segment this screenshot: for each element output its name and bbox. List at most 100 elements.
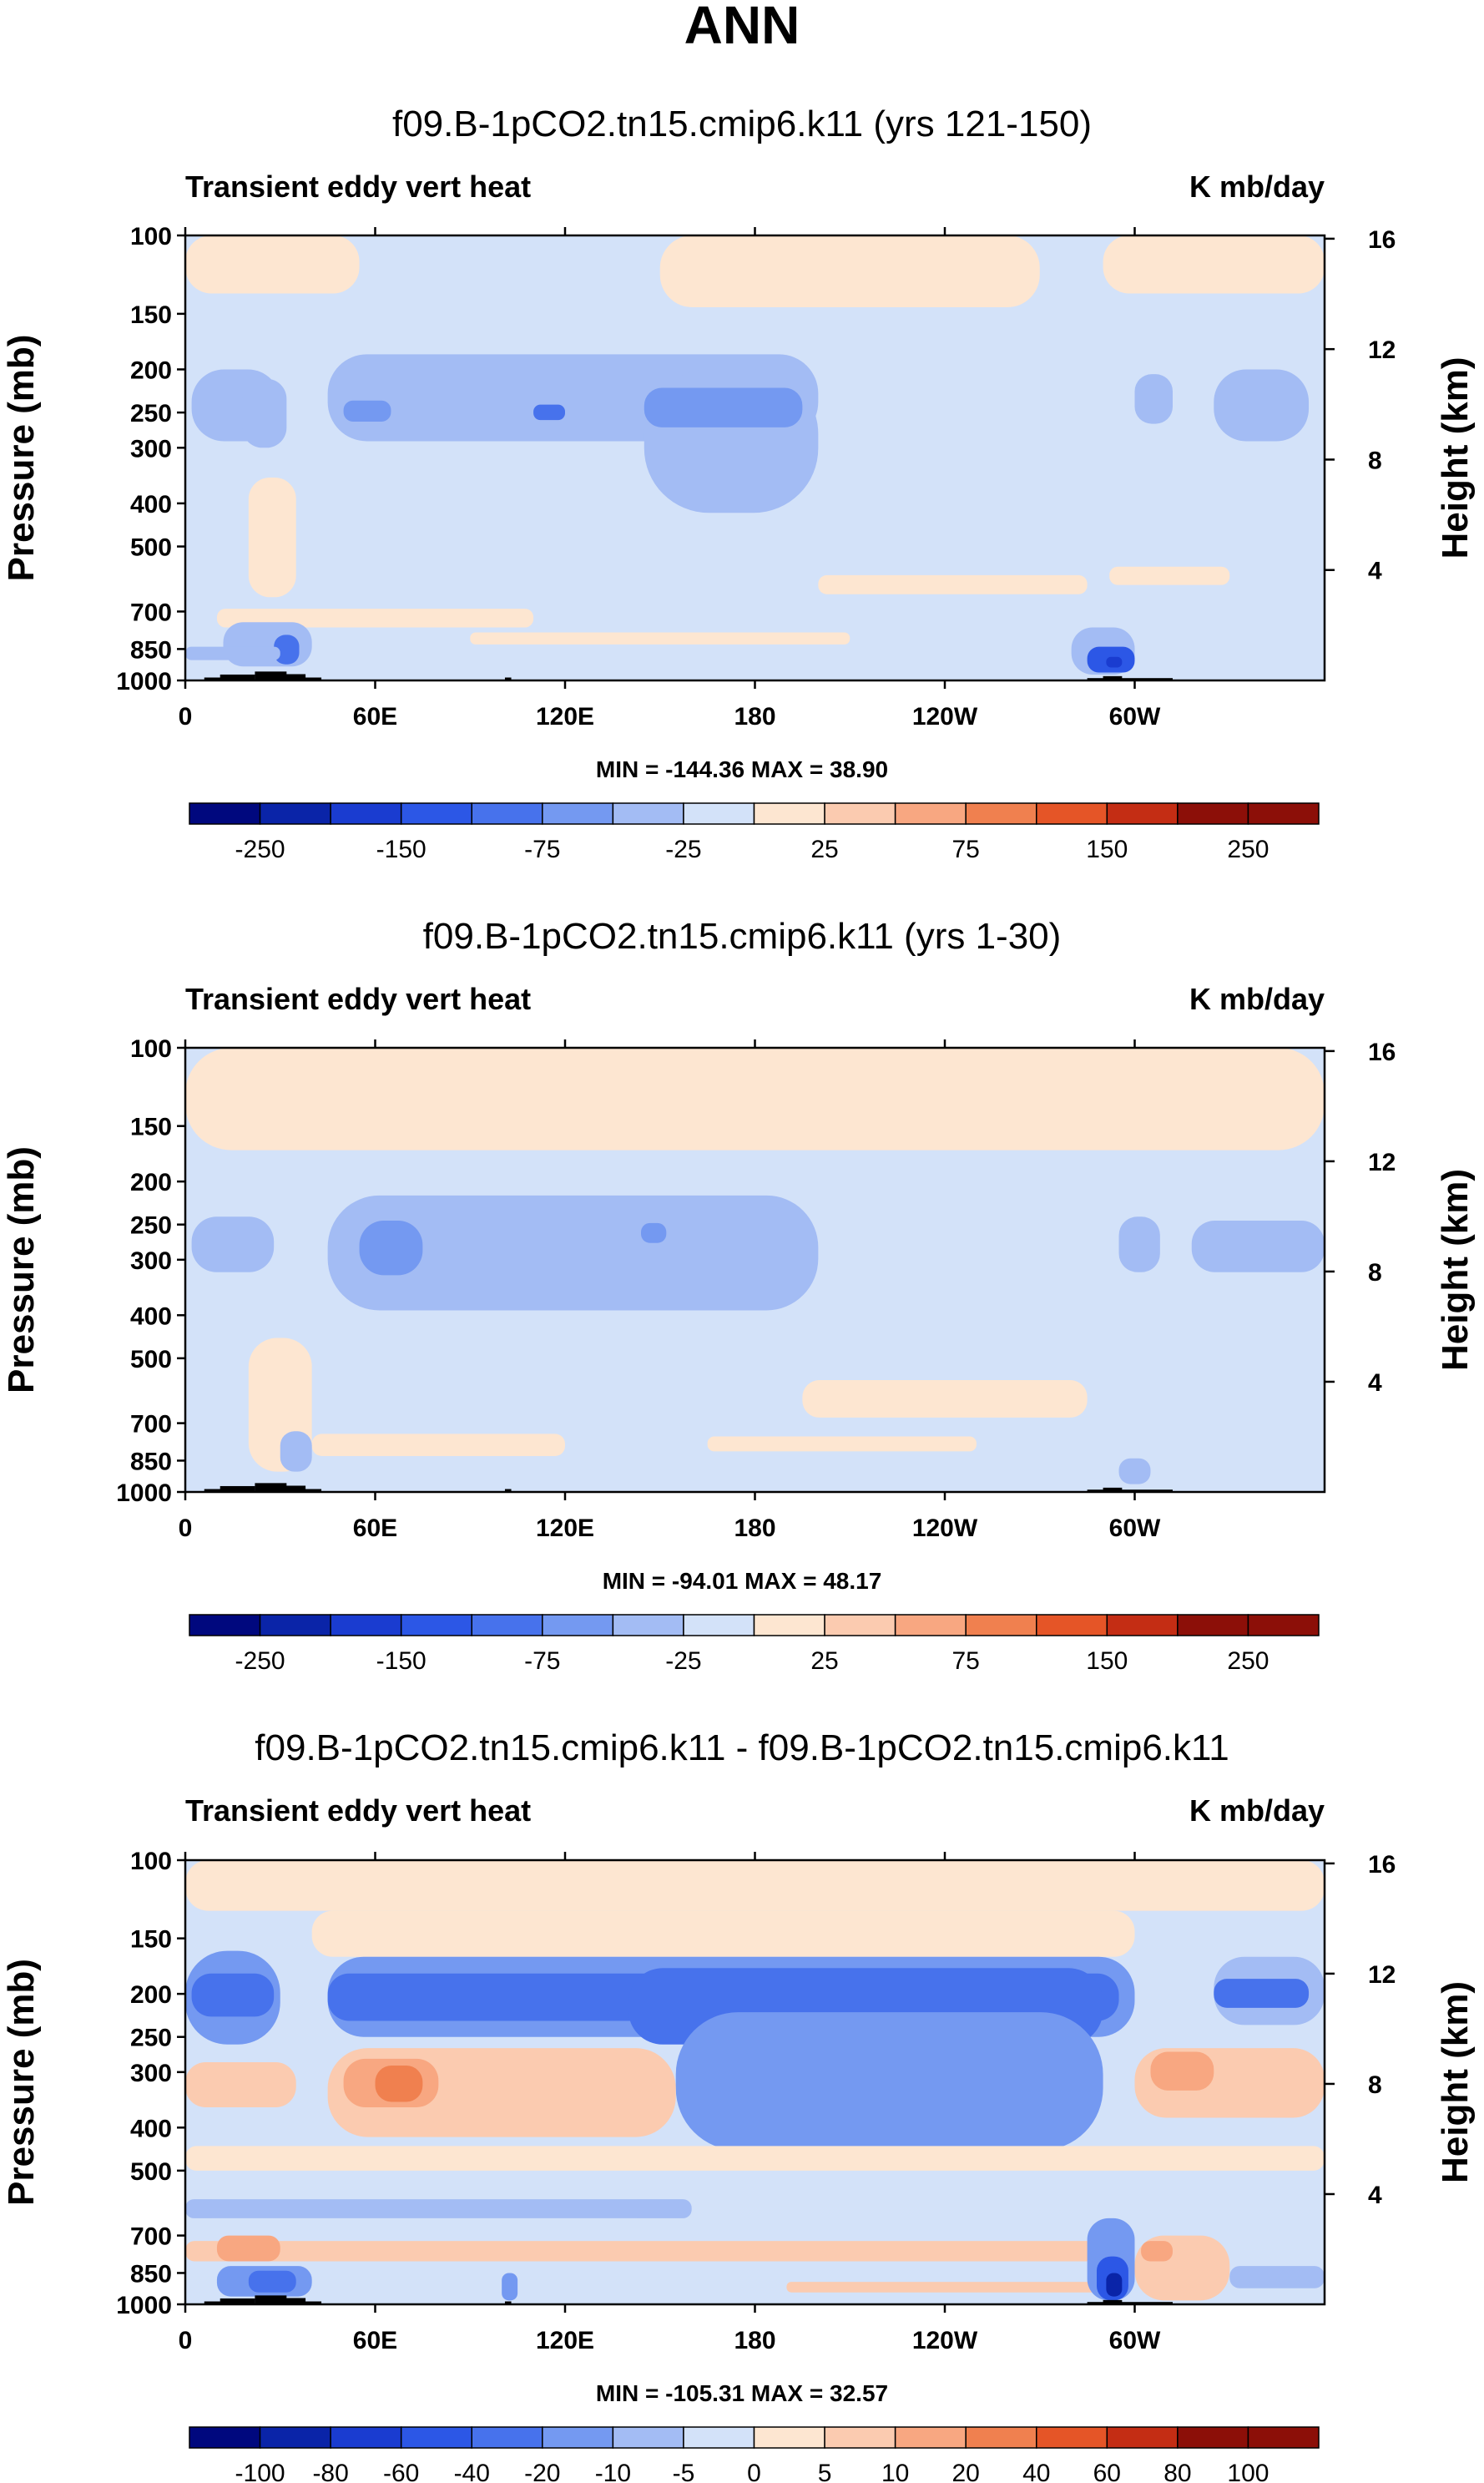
colorbar-label: 250 [1227,836,1269,863]
colorbar-swatch [965,802,1037,825]
colorbar-label: 75 [952,836,980,863]
colorbar-label: -10 [595,2460,631,2483]
colorbar-label: -150 [376,836,427,863]
colorbar-swatch [965,1614,1037,1636]
colorbar-swatch [683,1614,755,1636]
x-tick-label: 180 [734,1515,775,1542]
x-tick-label: 0 [179,1515,193,1542]
colorbar-swatch [330,802,402,825]
topography-mask [204,677,233,680]
colorbar-label: -250 [235,836,285,863]
contour-region [641,1222,667,1243]
y-tick-label: 300 [130,1247,172,1275]
x-tick-label: 60W [1109,703,1161,731]
x-tick-label: 60W [1109,2327,1161,2354]
y-axis-title: Pressure (mb) [1,1959,42,2206]
topography-mask [1103,1487,1123,1492]
y2-tick-label: 8 [1368,1259,1382,1287]
colorbar-swatch [824,802,896,825]
y2-tick-label: 4 [1368,2182,1382,2209]
topography-mask [220,1485,255,1492]
colorbar-swatch [1036,1614,1108,1636]
colorbar-swatch [259,802,331,825]
colorbar-swatch [259,1614,331,1636]
contour-region [1141,2241,1173,2262]
y2-tick-label: 16 [1368,1039,1396,1066]
contour-region [802,1380,1088,1418]
colorbar-swatch [189,1614,261,1636]
contour-region [185,2146,1325,2171]
topography-mask [255,671,287,680]
contour-region [185,1048,1325,1150]
panel-2: f09.B-1pCO2.tn15.cmip6.k11 (yrs 1-30) Tr… [1,916,1476,1675]
contour-region [327,1195,819,1311]
y-tick-label: 200 [130,1981,172,2009]
colorbar-label: -5 [673,2460,695,2483]
contour-region [1191,1221,1325,1272]
contour-region [707,1436,977,1452]
x-tick-label: 180 [734,2327,775,2354]
colorbar-swatch [471,2426,543,2449]
colorbar-swatch [1177,1614,1249,1636]
colorbar-label: -250 [235,1647,285,1675]
y-tick-label: 700 [130,1411,172,1439]
y-tick-label: 250 [130,400,172,427]
panel-3-plot: 0 60E 120E 180 120W 60W 100 150 200 250 300 400 500 7… [1,1848,1476,2354]
colorbar-swatch [683,802,755,825]
topography-mask [204,2301,233,2304]
colorbar-label: -150 [376,1647,427,1675]
colorbar-swatch [471,1614,543,1636]
topography-mask [274,2298,306,2304]
y2-axis-title: Height (km) [1435,357,1476,559]
y-tick-label: 850 [130,636,172,664]
contour-region [1103,235,1325,294]
y-tick-label: 100 [130,223,172,250]
y2-tick-label: 12 [1368,336,1396,364]
contour-region [1229,2266,1325,2288]
y2-tick-label: 16 [1368,1851,1396,1879]
y-tick-label: 300 [130,435,172,463]
y2-tick-label: 12 [1368,1149,1396,1176]
colorbar-swatch [965,2426,1037,2449]
colorbar-swatch [1036,802,1108,825]
contour-region [1106,2273,1123,2297]
x-tick-label: 0 [179,2327,193,2354]
panel-1: f09.B-1pCO2.tn15.cmip6.k11 (yrs 121-150)… [1,104,1476,863]
colorbar-swatch [1177,2426,1249,2449]
contour-region [1214,369,1310,442]
colorbar-swatch [1177,802,1249,825]
y-tick-label: 500 [130,1346,172,1373]
topography-mask [204,1489,233,1492]
panel-3-left-label: Transient eddy vert heat [185,1793,531,1828]
contour-region [470,632,851,645]
colorbar-label: -75 [524,836,560,863]
colorbar-swatch [542,802,614,825]
colorbar-swatch [1247,1614,1320,1636]
colorbar-label: -60 [383,2460,419,2483]
y-tick-label: 250 [130,1212,172,1240]
colorbar-label: 0 [747,2460,761,2483]
panel-2-stats: MIN = -94.01 MAX = 48.17 [603,1568,882,1594]
contour-region [502,2273,518,2301]
colorbar-swatch [612,1614,684,1636]
y-tick-label: 100 [130,1035,172,1063]
y-tick-label: 700 [130,599,172,626]
y-tick-label: 400 [130,1302,172,1330]
colorbar-label: -25 [665,1647,701,1675]
contour-region [185,2061,296,2107]
colorbar-swatch [753,1614,825,1636]
y-tick-label: 850 [130,1448,172,1475]
topography-mask [295,2301,322,2304]
colorbar-label: -25 [665,836,701,863]
x-tick-label: 60E [353,703,397,731]
topography-mask [504,2301,512,2304]
x-tick-label: 120E [536,703,594,731]
contour-region [659,235,1040,308]
contour-region [185,235,360,294]
colorbar-swatch [400,2426,472,2449]
contour-region [311,1910,1135,1957]
colorbar-swatch [330,1614,402,1636]
colorbar-label: 25 [810,836,838,863]
colorbar-swatch [542,2426,614,2449]
x-tick-label: 180 [734,703,775,731]
